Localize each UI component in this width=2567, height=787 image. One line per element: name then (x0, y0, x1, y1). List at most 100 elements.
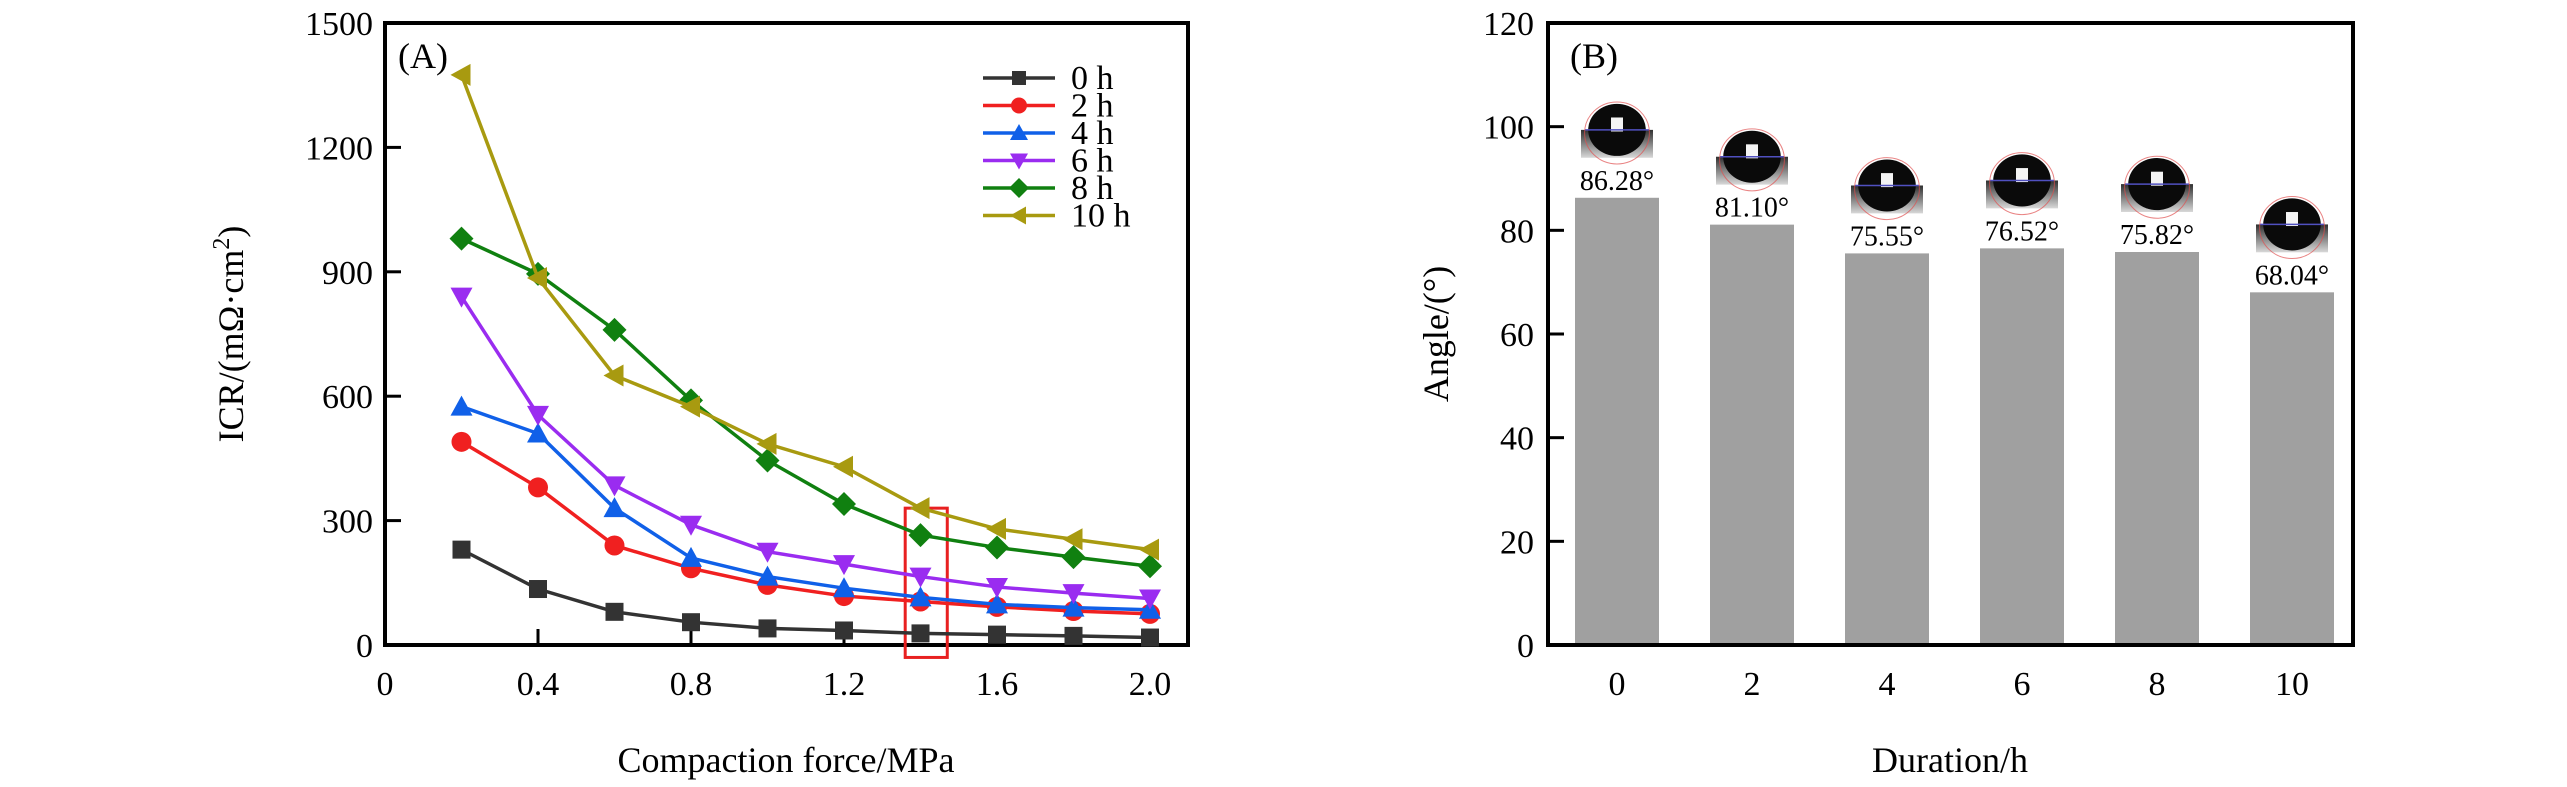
y-tick-label: 600 (322, 379, 373, 416)
panel-b-bars: 86.28° 81.10° 75.55° 76.52° 75.82° 68.04° (1575, 101, 2334, 646)
data-point-square (682, 613, 700, 632)
data-point-triangle-down (909, 567, 932, 588)
panel-b-plot-frame (1546, 21, 2355, 647)
series-10h (450, 63, 1159, 561)
legend-label: 4 h (1071, 115, 1114, 152)
data-point-square (835, 621, 853, 640)
bar (2250, 292, 2334, 645)
data-point-triangle-up (1010, 124, 1028, 140)
bar-value-label: 75.82° (2120, 220, 2194, 251)
data-point-triangle-down (986, 577, 1008, 598)
data-point-square (988, 625, 1006, 644)
droplet-highlight (2151, 171, 2163, 186)
y-tick-label: 0 (356, 628, 373, 665)
data-point-triangle-down (680, 515, 702, 536)
panel-a-x-axis-title: Compaction force/MPa (618, 740, 955, 780)
data-point-triangle-left (680, 395, 700, 418)
x-tick-label: 0 (377, 666, 394, 703)
x-tick-label: 10 (2275, 666, 2309, 703)
data-point-triangle-left (986, 517, 1006, 540)
data-point-diamond (908, 523, 933, 548)
droplet-highlight (2286, 212, 2298, 227)
panel-a-x-ticks: 0 0.4 0.8 1.2 1.6 2.0 (377, 629, 1171, 703)
data-point-diamond (1009, 178, 1029, 198)
legend-item: 6 h (983, 143, 1114, 180)
x-tick-label: 1.2 (823, 666, 866, 703)
droplet-highlight (2016, 168, 2028, 183)
data-point-triangle-up (603, 497, 626, 518)
data-point-triangle-down (756, 542, 779, 563)
bar (2115, 251, 2199, 645)
legend-label: 10 h (1071, 198, 1131, 235)
data-point-triangle-left (1062, 528, 1083, 551)
data-point-circle (1011, 97, 1027, 114)
panel-b-y-ticks: 0 20 40 60 80 100 120 (1483, 6, 1564, 665)
x-tick-label: 0.8 (670, 666, 713, 703)
legend-item: 2 h (983, 88, 1114, 125)
data-point-triangle-left (450, 63, 471, 86)
bar (1575, 197, 1659, 646)
data-point-square (452, 540, 471, 559)
y-tick-label: 300 (322, 504, 373, 541)
series-line (460, 237, 1151, 568)
series-line (460, 548, 1151, 640)
data-point-triangle-down (1139, 589, 1161, 610)
fit-circle (2259, 196, 2325, 260)
data-point-square (1012, 71, 1026, 85)
data-point-diamond (832, 492, 856, 517)
data-point-triangle-up (680, 546, 702, 567)
legend-label: 2 h (1071, 88, 1114, 125)
y-tick-label: 120 (1483, 6, 1534, 43)
legend-item: 10 h (983, 198, 1131, 235)
data-point-square (758, 619, 777, 638)
data-point-triangle-left (1010, 206, 1026, 225)
data-point-triangle-left (833, 455, 853, 478)
panel-b-x-axis-title: Duration/h (1872, 740, 2028, 780)
panel-b-x-ticks: 0 2 4 6 8 10 (1609, 666, 2310, 703)
droplet-highlight (1881, 173, 1893, 188)
data-point-triangle-left (909, 497, 930, 520)
y-tick-label: 0 (1517, 628, 1534, 665)
droplet-inset-image (1716, 128, 1788, 192)
data-point-diamond (1061, 545, 1086, 570)
data-point-diamond (985, 535, 1009, 560)
x-tick-label: 2 (1744, 666, 1761, 703)
x-tick-label: 1.6 (976, 666, 1019, 703)
data-point-square (529, 580, 547, 599)
legend-label: 8 h (1071, 170, 1114, 207)
bar-value-label: 76.52° (1985, 216, 2059, 247)
y-tick-label: 60 (1500, 317, 1534, 354)
bar-value-label: 75.55° (1850, 221, 1924, 252)
bar (1980, 248, 2064, 645)
legend-label: 0 h (1071, 60, 1114, 97)
legend-item: 4 h (983, 115, 1114, 152)
series-line (459, 74, 1151, 552)
data-point-circle (528, 477, 548, 498)
droplet-inset-image (1851, 157, 1923, 221)
data-point-triangle-down (603, 476, 626, 497)
data-point-triangle-left (603, 364, 624, 387)
data-point-square (1064, 626, 1083, 645)
panel-a-label: (A) (398, 36, 448, 76)
fit-circle (1989, 152, 2055, 216)
series-line (460, 295, 1151, 601)
series-4h (450, 395, 1161, 619)
panel-a-y-axis-title-sup: 2 (209, 238, 235, 250)
data-point-diamond (1138, 554, 1162, 579)
panel-a-y-axis-title: ICR/(mΩ·cm2) (209, 226, 251, 443)
data-point-square (1141, 628, 1159, 647)
series-line (460, 404, 1151, 612)
panel-a-legend: 0 h2 h4 h6 h8 h10 h (983, 60, 1131, 235)
fit-circle (1854, 157, 1920, 221)
data-point-triangle-down (1062, 584, 1085, 605)
panel-a-y-axis-title-main: ICR/(mΩ·cm (211, 250, 251, 443)
data-point-triangle-up (986, 593, 1008, 614)
panel-a-series (449, 63, 1162, 647)
data-point-triangle-left (527, 267, 547, 290)
panel-b-y-axis-title: Angle/(°) (1416, 266, 1456, 402)
x-tick-label: 6 (2014, 666, 2031, 703)
data-point-diamond (449, 226, 474, 251)
bar-value-label: 81.10° (1715, 193, 1789, 224)
